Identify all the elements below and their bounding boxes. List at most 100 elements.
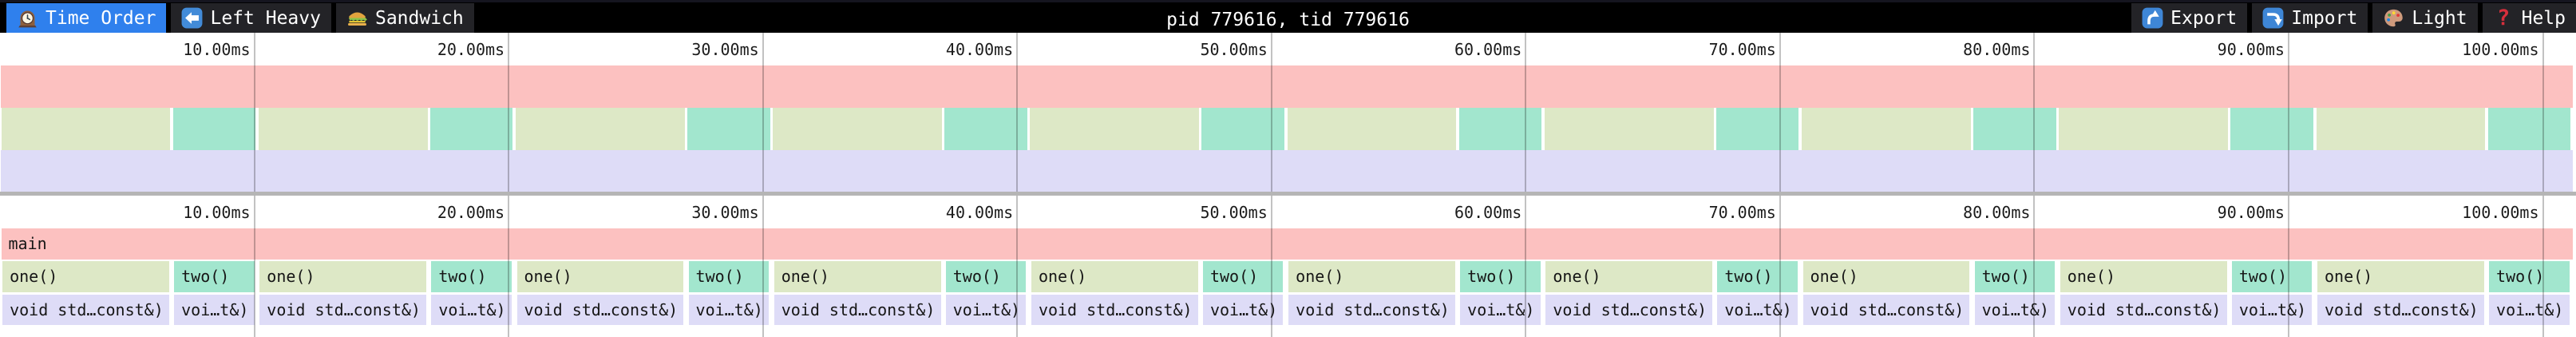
minimap-frame-two[interactable] [172, 108, 256, 150]
axis-tick-label: 100.00ms [2462, 203, 2539, 222]
axis-gridline [1270, 196, 1272, 337]
minimap-frame-two[interactable] [429, 108, 513, 150]
axis-gridline [2542, 33, 2544, 192]
axis-gridline [1016, 33, 1019, 192]
frame-two[interactable]: two() [174, 261, 255, 292]
help-icon: ? [2496, 6, 2511, 30]
axis-gridline [2542, 196, 2544, 337]
frame-one[interactable]: one() [1802, 261, 1970, 292]
frame-two-child[interactable]: voi…t&) [174, 294, 255, 325]
axis-gridline [1270, 33, 1272, 192]
frame-one-child[interactable]: void std…const&) [1802, 294, 1970, 325]
frame-one-child[interactable]: void std…const&) [2317, 294, 2484, 325]
frame-one[interactable]: one() [2317, 261, 2484, 292]
frame-one-child[interactable]: void std…const&) [259, 294, 427, 325]
axis-tick-label: 60.00ms [1454, 40, 1522, 59]
frame-one-child[interactable]: void std…const&) [2, 294, 169, 325]
frame-one[interactable]: one() [774, 261, 941, 292]
tab-time-order[interactable]: Time Order [6, 3, 167, 33]
frame-two[interactable]: two() [945, 261, 1027, 292]
minimap-frame-two[interactable] [1201, 108, 1284, 150]
frame-one[interactable]: one() [2, 261, 169, 292]
minimap-frame-two[interactable] [1715, 108, 1799, 150]
axis-tick-label: 30.00ms [691, 40, 759, 59]
minimap-frame-one[interactable] [1544, 108, 1714, 150]
minimap-frame-one[interactable] [773, 108, 943, 150]
axis-gridline [508, 33, 510, 192]
frame-two[interactable]: two() [1717, 261, 1798, 292]
minimap-frame-main[interactable] [1, 65, 2573, 108]
frame-one-child[interactable]: void std…const&) [1288, 294, 1455, 325]
minimap-frame-two[interactable] [1458, 108, 1542, 150]
export-button[interactable]: Export [2131, 3, 2248, 33]
axis-gridline [2287, 33, 2289, 192]
light-button[interactable]: Light [2372, 3, 2478, 33]
frame-two-child[interactable]: voi…t&) [431, 294, 512, 325]
minimap-frame-one[interactable] [258, 108, 428, 150]
frame-two-child[interactable]: voi…t&) [945, 294, 1027, 325]
frame-two-child[interactable]: voi…t&) [2231, 294, 2313, 325]
frame-two-child[interactable]: voi…t&) [2489, 294, 2570, 325]
frame-one[interactable]: one() [516, 261, 684, 292]
frame-one-child[interactable]: void std…const&) [516, 294, 684, 325]
axis-gridline [1016, 196, 1019, 337]
frame-two-child[interactable]: voi…t&) [1460, 294, 1541, 325]
frame-two-child[interactable]: voi…t&) [1717, 294, 1798, 325]
minimap[interactable]: 10.00ms 20.00ms 30.00ms 40.00ms 50.00ms 60.00… [0, 33, 2576, 192]
axis-tick-label: 80.00ms [1963, 40, 2031, 59]
frame-one-child[interactable]: void std…const&) [2060, 294, 2227, 325]
frame-one[interactable]: one() [1545, 261, 1713, 292]
minimap-frame-two[interactable] [687, 108, 770, 150]
axis-tick-label: 100.00ms [2462, 40, 2539, 59]
frame-one[interactable]: one() [259, 261, 427, 292]
toolbar: Time Order Left Heavy Sandwich pid 779616,… [0, 0, 2576, 33]
axis-tick-label: 60.00ms [1454, 203, 1522, 222]
frame-two[interactable]: two() [431, 261, 512, 292]
frame-one-child[interactable]: void std…const&) [774, 294, 941, 325]
frame-two[interactable]: two() [1974, 261, 2056, 292]
minimap-frame-one[interactable] [1287, 108, 1457, 150]
minimap-frame-one[interactable] [1, 108, 171, 150]
minimap-divider [0, 192, 2576, 196]
left-arrow-icon [181, 7, 203, 29]
tab-label: Sandwich [374, 7, 464, 29]
frame-two-child[interactable]: voi…t&) [1202, 294, 1284, 325]
minimap-frame-two[interactable] [2487, 108, 2571, 150]
frame-one[interactable]: one() [1288, 261, 1455, 292]
frame-two-child[interactable]: voi…t&) [1974, 294, 2056, 325]
tab-sandwich[interactable]: Sandwich [335, 3, 474, 33]
axis-gridline [253, 196, 255, 337]
palette-icon [2383, 7, 2404, 29]
frame-two[interactable]: two() [2489, 261, 2570, 292]
minimap-frame-one[interactable] [1802, 108, 1971, 150]
frame-two[interactable]: two() [1202, 261, 1284, 292]
import-button[interactable]: Import [2252, 3, 2368, 33]
frame-one-child[interactable]: void std…const&) [1545, 294, 1713, 325]
help-button[interactable]: ? Help [2482, 3, 2576, 33]
frame-two[interactable]: two() [2231, 261, 2313, 292]
minimap-frame-two[interactable] [944, 108, 1027, 150]
axis-gridline [2287, 196, 2289, 337]
minimap-frame-one[interactable] [2316, 108, 2486, 150]
minimap-frame-one[interactable] [2059, 108, 2229, 150]
minimap-frame-one[interactable] [1030, 108, 1200, 150]
minimap-frame-two[interactable] [1973, 108, 2056, 150]
button-label: Light [2412, 7, 2467, 29]
axis-gridline [762, 33, 764, 192]
frame-main[interactable]: main [1, 228, 2573, 260]
flamechart[interactable]: main one() void std…const&) two() voi…t&) one… [0, 196, 2576, 337]
minimap-frame-one[interactable] [516, 108, 685, 150]
frame-one-child[interactable]: void std…const&) [1031, 294, 1198, 325]
frame-one[interactable]: one() [1031, 261, 1198, 292]
frame-two[interactable]: two() [688, 261, 770, 292]
minimap-frame-sleep[interactable] [1, 150, 2573, 192]
minimap-frame-two[interactable] [2230, 108, 2313, 150]
window-title: pid 779616, tid 779616 [1166, 10, 1410, 30]
axis-gridline [1525, 33, 1527, 192]
tab-left-heavy[interactable]: Left Heavy [171, 3, 331, 33]
tab-label: Left Heavy [210, 7, 321, 29]
frame-two[interactable]: two() [1460, 261, 1541, 292]
frame-two-child[interactable]: voi…t&) [688, 294, 770, 325]
axis-gridline [1779, 196, 1781, 337]
frame-one[interactable]: one() [2060, 261, 2227, 292]
